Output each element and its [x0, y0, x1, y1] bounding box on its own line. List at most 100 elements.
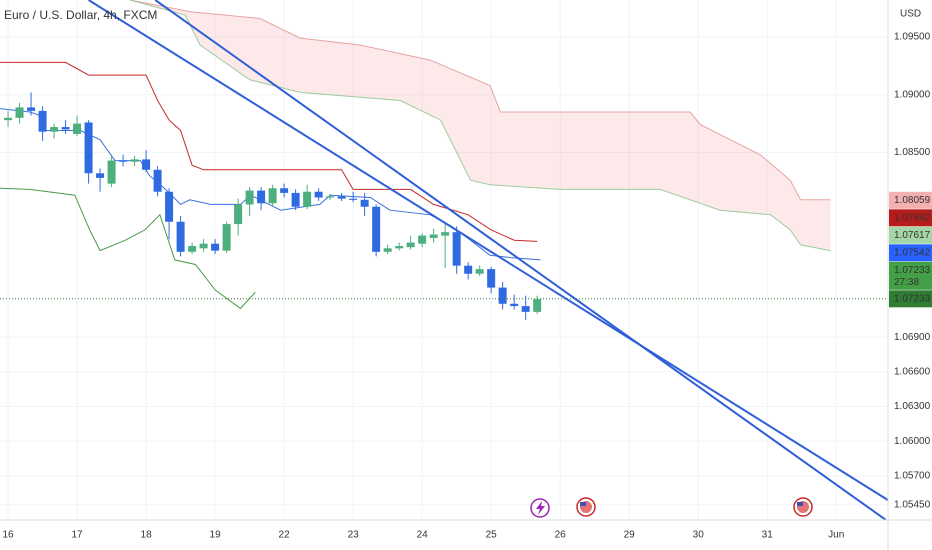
candle-body	[199, 243, 208, 249]
candle-body	[268, 188, 277, 204]
price-tag-label: 1.07692	[894, 212, 931, 223]
x-tick-label: 25	[486, 530, 498, 541]
cloud-top-line	[129, 0, 831, 201]
plot-area	[0, 0, 889, 521]
candle-body	[464, 265, 473, 274]
indicator-line	[0, 61, 538, 242]
candle-body	[372, 206, 381, 252]
candle-body	[303, 191, 312, 207]
x-tick-label: 31	[762, 530, 774, 541]
candle-body	[280, 188, 289, 193]
candle-body	[119, 160, 128, 162]
candle-body	[15, 107, 24, 118]
price-tag	[889, 261, 932, 290]
price-tag	[889, 290, 932, 308]
cloud-bottom-line	[129, 0, 831, 252]
x-tick-label: 26	[555, 530, 567, 541]
y-tick-label: 1.09000	[894, 89, 931, 100]
axes: 1.09500 1.09000 1.08500 1.06900 1.06600 1.063…	[2, 32, 932, 541]
event-icon[interactable]	[576, 497, 596, 517]
price-tag-label: 1.07233	[894, 265, 931, 276]
price-tag-label: 1.08059	[894, 195, 931, 206]
candle-body	[257, 190, 266, 204]
indicator-line	[0, 187, 256, 310]
candle-body	[475, 269, 484, 274]
trend-line	[154, 0, 887, 521]
time-axis	[0, 520, 932, 550]
x-tick-label: 24	[417, 530, 429, 541]
price-tag	[889, 244, 932, 262]
y-tick-label: 1.06900	[894, 332, 931, 343]
y-tick-label: 1.05700	[894, 471, 931, 482]
cloud-area	[130, 0, 831, 251]
candle-body	[441, 232, 450, 236]
price-tag	[889, 209, 932, 227]
candle-body	[521, 306, 530, 312]
price-tag	[889, 191, 932, 209]
price-tag-countdown: 27:38	[894, 277, 919, 288]
y-tick-label: 1.06300	[894, 401, 931, 412]
candle-body	[245, 190, 254, 205]
event-icon[interactable]	[530, 498, 550, 518]
y-tick-label: 1.06000	[894, 436, 931, 447]
candle-body	[291, 192, 300, 207]
candle-body	[27, 107, 36, 111]
candle-body	[510, 303, 519, 307]
price-tag-label: 1.07233	[894, 293, 931, 304]
chart-title: Euro / U.S. Dollar, 4h, FXCM	[4, 8, 157, 22]
x-tick-label: Jun	[828, 530, 844, 541]
y-tick-label: 1.05450	[894, 499, 931, 510]
currency-label: USD	[900, 9, 921, 20]
candle-body	[84, 122, 93, 174]
candle-body	[234, 204, 243, 225]
candle-body	[38, 110, 47, 132]
candle-body	[176, 221, 185, 252]
candle-body	[142, 159, 151, 170]
x-tick-label: 16	[2, 530, 14, 541]
x-tick-label: 30	[693, 530, 705, 541]
candle-body	[73, 123, 82, 134]
trend-line	[88, 0, 889, 501]
y-tick-label: 1.08500	[894, 147, 931, 158]
candle-body	[107, 160, 116, 184]
candle-body	[314, 191, 323, 198]
candle-body	[498, 287, 507, 304]
candle-body	[222, 224, 231, 251]
candle-body	[337, 196, 346, 199]
x-tick-label: 19	[210, 530, 222, 541]
candle-body	[383, 248, 392, 252]
x-tick-label: 22	[279, 530, 291, 541]
candle-body	[153, 169, 162, 192]
x-tick-label: 18	[141, 530, 153, 541]
y-tick-label: 1.06600	[894, 367, 931, 378]
x-tick-label: 29	[624, 530, 636, 541]
candle-body	[395, 246, 404, 249]
candle-body	[4, 117, 13, 121]
candle-body	[533, 299, 542, 312]
candle-body	[349, 198, 358, 200]
candle-body	[429, 234, 438, 238]
x-tick-label: 23	[348, 530, 360, 541]
candle-body	[211, 243, 220, 251]
price-tag	[889, 226, 932, 244]
price-tag-label: 1.07542	[894, 247, 931, 258]
price-tag-label: 1.07617	[894, 230, 931, 241]
candle-body	[96, 173, 105, 178]
candle-body	[50, 127, 59, 132]
candle-body	[487, 269, 496, 288]
y-tick-label: 1.09500	[894, 32, 931, 43]
x-tick-label: 17	[72, 530, 84, 541]
candle-body	[406, 242, 415, 248]
candle-body	[61, 127, 70, 130]
candle-body	[165, 191, 174, 222]
candle-body	[188, 246, 197, 252]
candle-body	[360, 199, 369, 207]
candle-body	[452, 232, 461, 266]
candle-body	[326, 196, 335, 198]
candle-body	[130, 159, 139, 162]
event-icon[interactable]	[793, 497, 813, 517]
candle-body	[418, 235, 427, 244]
